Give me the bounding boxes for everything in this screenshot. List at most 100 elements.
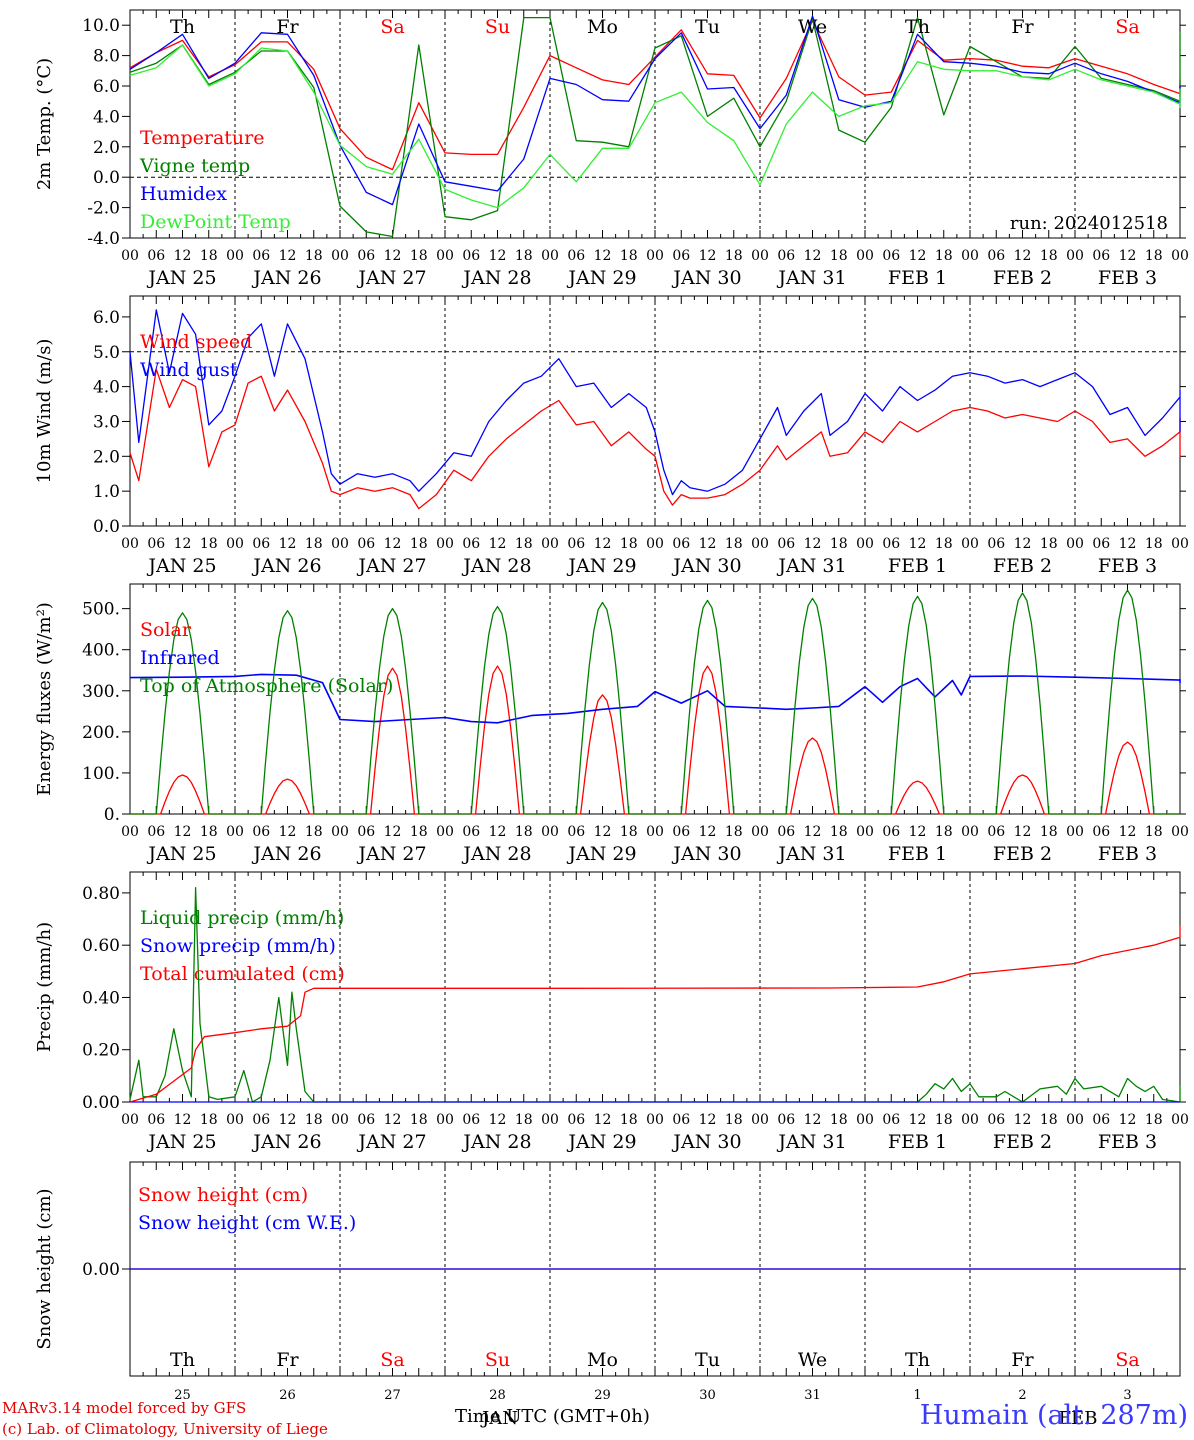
- run-annotation: run: 2024012518: [1010, 213, 1168, 234]
- x-hour-label: 12: [699, 1112, 717, 1128]
- x-hour-label: 06: [672, 536, 690, 552]
- x-hour-label: 00: [961, 824, 979, 840]
- y-tick-label: 0.00: [82, 1093, 120, 1113]
- series-dewpoint-temp-line: [129, 44, 1181, 209]
- y-tick-label: 6.0: [93, 77, 120, 97]
- x-hour-label: 00: [541, 248, 559, 264]
- x-hour-label: 12: [594, 536, 612, 552]
- x-hour-label: 00: [121, 536, 139, 552]
- x-hour-label: 06: [252, 248, 270, 264]
- x-hour-label: 06: [357, 536, 375, 552]
- x-hour-label: 00: [436, 536, 454, 552]
- x-hour-label: 06: [567, 824, 585, 840]
- x-hour-label: 00: [856, 1112, 874, 1128]
- x-hour-label: 00: [226, 1112, 244, 1128]
- x-hour-label: 18: [1145, 536, 1163, 552]
- x-hour-label: 18: [1040, 824, 1058, 840]
- x-hour-label: 18: [725, 248, 743, 264]
- x-hour-label: 18: [830, 824, 848, 840]
- x-hour-label: 18: [830, 248, 848, 264]
- x-hour-label: 18: [725, 824, 743, 840]
- x-hour-label: 06: [882, 1112, 900, 1128]
- x-hour-label: 06: [357, 1112, 375, 1128]
- x-hour-label: 18: [725, 536, 743, 552]
- x-hour-label: 00: [226, 824, 244, 840]
- x-date-label: FEB 1: [888, 555, 947, 577]
- x-hour-label: 12: [174, 248, 192, 264]
- x-day-number: 1: [913, 1388, 921, 1403]
- y-tick-label: 300.: [82, 682, 120, 702]
- x-hour-label: 06: [1092, 248, 1110, 264]
- weekday-label: Th: [905, 16, 930, 38]
- weekday-label: Tu: [695, 16, 720, 38]
- legend-entry: Snow precip (mm/h): [140, 935, 336, 957]
- x-hour-label: 00: [646, 248, 664, 264]
- series-total-cumulated-cm--line: [129, 925, 1181, 1103]
- x-hour-label: 18: [830, 536, 848, 552]
- x-hour-label: 18: [410, 1112, 428, 1128]
- x-date-label: FEB 1: [888, 1131, 947, 1153]
- x-hour-label: 18: [1040, 1112, 1058, 1128]
- x-hour-label: 00: [1066, 824, 1084, 840]
- y-tick-label: 200.: [82, 723, 120, 743]
- x-hour-label: 18: [620, 248, 638, 264]
- x-hour-label: 00: [856, 536, 874, 552]
- x-date-label: JAN 27: [356, 267, 426, 289]
- weekday-label: Th: [905, 1349, 930, 1371]
- x-date-label: JAN 29: [566, 555, 636, 577]
- x-date-label: FEB 2: [993, 555, 1052, 577]
- x-date-label: JAN 31: [776, 267, 846, 289]
- x-hour-label: 00: [646, 536, 664, 552]
- legend-entry: Vigne temp: [139, 155, 250, 177]
- x-date-label: JAN 28: [461, 843, 531, 865]
- weekday-label: Mo: [587, 1349, 618, 1371]
- y-tick-label: 0.20: [82, 1041, 120, 1061]
- x-day-number: 26: [279, 1388, 296, 1403]
- x-hour-label: 00: [751, 248, 769, 264]
- y-tick-label: -4.0: [87, 229, 120, 249]
- legend-entry: Snow height (cm W.E.): [138, 1212, 356, 1234]
- x-hour-label: 18: [620, 824, 638, 840]
- x-hour-label: 12: [1119, 824, 1137, 840]
- x-hour-label: 18: [305, 824, 323, 840]
- x-hour-label: 12: [384, 824, 402, 840]
- x-hour-label: 06: [777, 824, 795, 840]
- series-temperature-line: [129, 19, 1181, 171]
- x-hour-label: 00: [1066, 536, 1084, 552]
- x-hour-label: 06: [777, 1112, 795, 1128]
- x-hour-label: 12: [1119, 248, 1137, 264]
- x-hour-label: 12: [174, 1112, 192, 1128]
- x-hour-label: 12: [594, 248, 612, 264]
- x-hour-label: 06: [1092, 1112, 1110, 1128]
- x-hour-label: 18: [830, 1112, 848, 1128]
- y-axis-label: 10m Wind (m/s): [34, 339, 55, 484]
- weekday-label: Th: [170, 16, 195, 38]
- x-date-label: JAN 28: [461, 267, 531, 289]
- x-date-label: JAN 29: [566, 267, 636, 289]
- x-hour-label: 12: [699, 536, 717, 552]
- x-hour-label: 12: [174, 536, 192, 552]
- x-hour-label: 00: [331, 248, 349, 264]
- x-hour-label: 06: [672, 824, 690, 840]
- y-tick-label: 500.: [82, 600, 120, 620]
- x-hour-label: 12: [699, 824, 717, 840]
- x-hour-label: 12: [804, 536, 822, 552]
- x-hour-label: 18: [515, 536, 533, 552]
- weekday-label: Fr: [1011, 16, 1034, 38]
- x-hour-label: 00: [121, 248, 139, 264]
- x-hour-label: 06: [357, 248, 375, 264]
- x-hour-label: 18: [200, 536, 218, 552]
- x-hour-label: 06: [672, 1112, 690, 1128]
- x-hour-label: 18: [1040, 536, 1058, 552]
- x-hour-label: 12: [804, 824, 822, 840]
- legend-entry: Temperature: [140, 127, 264, 149]
- x-hour-label: 18: [725, 1112, 743, 1128]
- legend-entry: Wind gust: [140, 359, 238, 381]
- series-wind-speed-line: [129, 368, 1181, 510]
- x-hour-label: 00: [1171, 1112, 1189, 1128]
- x-hour-label: 18: [410, 824, 428, 840]
- x-hour-label: 00: [1171, 536, 1189, 552]
- x-hour-label: 18: [410, 248, 428, 264]
- x-hour-label: 12: [909, 824, 927, 840]
- x-date-label: JAN 25: [146, 267, 216, 289]
